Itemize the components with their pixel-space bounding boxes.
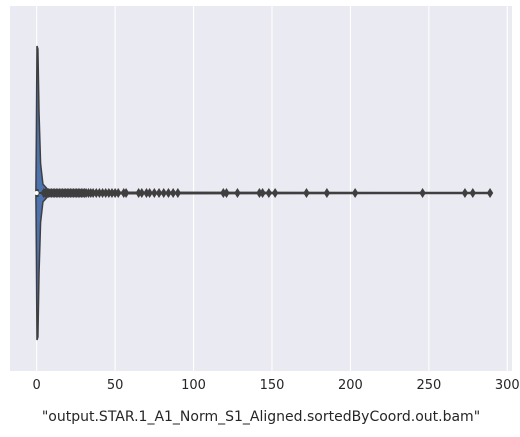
x-axis-label: "output.STAR.1_A1_Norm_S1_Aligned.sorted… — [42, 409, 480, 425]
x-tick-label: 100 — [181, 378, 206, 393]
x-tick-label: 150 — [260, 378, 285, 393]
x-tick-label: 250 — [416, 378, 441, 393]
x-tick-label: 50 — [107, 378, 124, 393]
x-tick-labels: 0 50 100 150 200 250 300 — [33, 378, 520, 393]
x-tick-label: 0 — [33, 378, 41, 393]
median-marker — [35, 191, 39, 195]
x-tick-label: 300 — [495, 378, 520, 393]
x-tick-label: 200 — [338, 378, 363, 393]
plot-area-background — [10, 6, 512, 371]
